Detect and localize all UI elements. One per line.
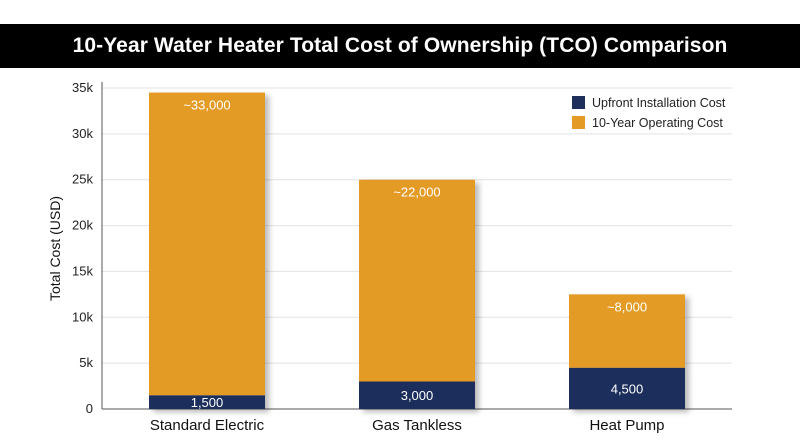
bar-segment-operating [359,179,475,382]
y-tick-label: 25k [72,172,93,187]
y-tick-label: 0 [86,401,93,416]
data-label: ~8,000 [607,299,647,314]
data-label: ~33,000 [183,98,230,113]
x-category-label: Heat Pump [589,417,664,434]
data-label: 3,000 [401,388,434,403]
legend-swatch [572,116,585,129]
bar-segment-upfront [149,395,265,409]
bar-segment-operating [149,92,265,396]
legend-swatch [572,96,585,109]
y-axis-label: Total Cost (USD) [47,196,63,301]
legend-label: 10-Year Operating Cost [592,116,723,130]
bar-stack [149,92,265,409]
y-tick-label: 5k [79,355,93,370]
data-label: 1,500 [191,395,224,410]
y-tick-label: 10k [72,309,93,324]
data-label: 4,500 [611,381,644,396]
y-tick-label: 15k [72,263,93,278]
x-category-label: Gas Tankless [372,417,462,434]
bar-segment-operating [569,294,685,368]
x-category-label: Standard Electric [150,417,265,434]
y-tick-label: 35k [72,80,93,95]
legend: Upfront Installation Cost 10-Year Operati… [572,96,726,130]
y-tick-label: 30k [72,126,93,141]
data-label: ~22,000 [393,185,440,200]
axes: 0 5k 10k 15k 20k 25k 30k 35k Total Cost (USD) Sta… [47,80,732,434]
legend-label: Upfront Installation Cost [592,96,726,110]
y-tick-label: 20k [72,218,93,233]
bar-stack [359,179,475,409]
bars [149,92,685,409]
chart-title: 10-Year Water Heater Total Cost of Owner… [0,24,800,68]
bar-segment-upfront [359,381,475,409]
data-labels: 1,500 ~33,000 3,000 ~22,000 4,500 ~8,000 [183,98,647,411]
bar-stack [569,294,685,409]
bar-segment-upfront [569,367,685,409]
